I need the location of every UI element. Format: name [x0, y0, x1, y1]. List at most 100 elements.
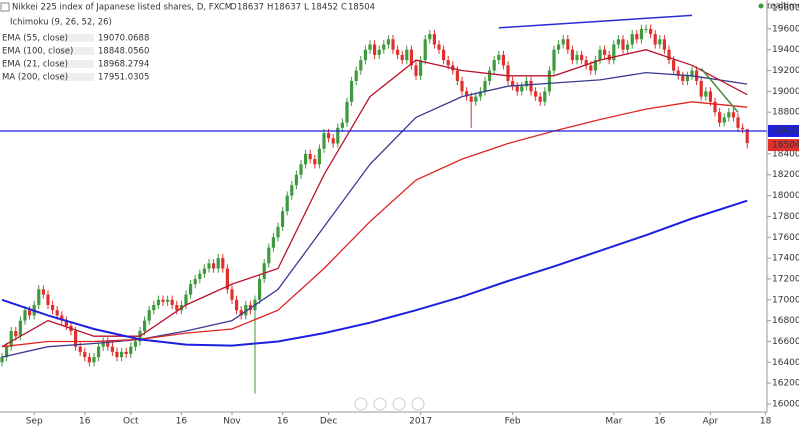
candle-body — [722, 117, 726, 123]
y-tick-label: 19600 — [772, 24, 799, 34]
candle-body — [175, 304, 179, 311]
candle-body — [359, 60, 363, 71]
candle-body — [745, 129, 749, 144]
candle-body — [616, 39, 621, 45]
candle-body — [262, 263, 266, 279]
candle-body — [198, 273, 202, 279]
candle-body — [280, 211, 285, 227]
candle-body — [621, 39, 625, 50]
candle-body — [598, 49, 602, 61]
candle-body — [14, 331, 18, 337]
candle-body — [395, 49, 400, 55]
candle-body — [322, 133, 326, 149]
zoom-in-button[interactable] — [373, 397, 387, 411]
y-tick-label: 17200 — [772, 274, 799, 284]
y-tick-label: 18800 — [772, 108, 799, 118]
candle-body — [580, 54, 584, 61]
realtime-label: realtime — [767, 2, 799, 12]
ohlc-legend: O 18637 H 18637 L 18452 C 18504 — [230, 3, 375, 13]
candle-body — [515, 86, 519, 92]
zoom-controls[interactable] — [354, 397, 425, 411]
legend-label: EMA (55, close) — [2, 34, 68, 44]
candle-body — [46, 294, 50, 305]
y-tick-label: 19400 — [772, 45, 799, 55]
y-tick-label: 17800 — [772, 212, 799, 222]
candle-body — [497, 54, 501, 61]
legend-value: 19070.0688 — [98, 34, 149, 44]
candle-body — [290, 185, 294, 196]
menu-icon[interactable] — [0, 2, 10, 12]
legend-icon — [58, 47, 94, 55]
scroll-button[interactable] — [411, 397, 425, 411]
candle-body — [428, 34, 432, 40]
candle-body — [0, 357, 4, 363]
candle-body — [644, 28, 648, 30]
reset-button[interactable] — [392, 397, 406, 411]
candle-body — [115, 351, 119, 358]
ohlc-value: 18452 — [311, 3, 338, 13]
indicator-line — [1, 199, 748, 347]
candle-body — [603, 49, 607, 55]
zoom-out-button[interactable] — [354, 397, 368, 411]
candle-body — [124, 351, 128, 354]
candle-body — [483, 80, 487, 92]
candle-body — [520, 86, 524, 92]
candle-body — [552, 49, 556, 71]
candle-body — [547, 70, 552, 92]
candle-body — [676, 70, 680, 76]
candle-body — [727, 112, 731, 118]
x-tick-label: 16 — [654, 417, 666, 427]
candle-body — [294, 174, 298, 186]
candle-body — [50, 304, 55, 311]
candle-body — [276, 226, 280, 238]
price-tag-label: 18504 — [772, 141, 799, 151]
y-tick-label: 16800 — [772, 316, 799, 326]
candle-body — [455, 70, 460, 81]
candle-body — [354, 70, 358, 81]
candle-body — [303, 153, 308, 165]
candle-body — [405, 49, 409, 61]
candle-body — [626, 44, 630, 50]
x-tick-label: 16 — [79, 417, 91, 427]
legend-label: MA (200, close) — [2, 73, 68, 83]
candle-body — [501, 54, 506, 66]
y-tick-label: 17000 — [772, 295, 799, 305]
candle-body — [257, 278, 262, 300]
legend-value: 17951.0305 — [98, 73, 149, 83]
legend-icon — [58, 60, 94, 68]
candle-body — [92, 357, 96, 363]
candle-body — [64, 320, 68, 326]
ohlc-key: C — [341, 3, 347, 13]
candle-body — [372, 44, 377, 55]
candle-body — [308, 153, 312, 160]
candle-body — [239, 310, 243, 316]
candle-body — [639, 28, 644, 40]
candle-body — [713, 101, 717, 113]
candle-body — [478, 91, 483, 97]
candle-body — [419, 60, 423, 76]
candle-body — [584, 60, 588, 66]
candle-body — [529, 80, 533, 92]
y-tick-label: 17400 — [772, 254, 799, 264]
candle-body — [152, 304, 156, 311]
candle-body — [9, 331, 13, 347]
candle-body — [672, 60, 676, 71]
candle-body — [432, 34, 437, 45]
candle-body — [170, 299, 174, 305]
candle-body — [488, 70, 492, 81]
x-tick-label: Nov — [223, 417, 241, 427]
candle-body — [221, 258, 225, 269]
candle-body — [653, 34, 657, 45]
candle-body — [87, 357, 91, 363]
x-tick-label: Apr — [703, 417, 719, 427]
candle-body — [211, 263, 216, 269]
candle-body — [23, 310, 27, 321]
candle-body — [119, 351, 124, 358]
candle-body — [685, 75, 690, 81]
candle-body — [271, 237, 275, 248]
candle-body — [741, 127, 745, 130]
candle-body — [534, 91, 538, 97]
price-tag-label: 18620 — [772, 126, 799, 136]
candle-body — [313, 159, 317, 165]
x-tick-label: Feb — [505, 417, 521, 427]
